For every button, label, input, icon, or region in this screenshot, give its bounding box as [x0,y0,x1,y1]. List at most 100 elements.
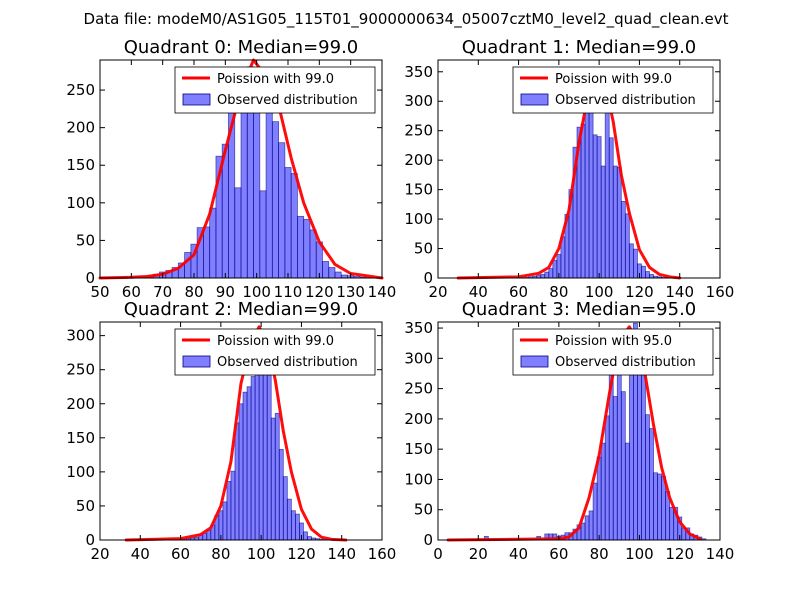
histogram-bar [580,522,586,541]
x-tick-label: 140 [706,545,735,563]
histogram-bar [303,531,308,541]
legend-label-curve: Poission with 99.0 [555,72,672,87]
histogram-bar [628,243,634,279]
x-tick-label: 60 [509,283,528,301]
histogram-bar [246,386,252,541]
x-tick-label: 60 [122,283,141,301]
y-tick-label: 150 [66,429,95,447]
histogram-bar [334,271,342,279]
histogram-bar [206,530,212,541]
histogram-bar [641,265,646,279]
y-tick-label: 200 [404,151,433,169]
histogram-bar [250,376,256,541]
histogram-bar [612,165,618,279]
histogram-bar [596,456,602,541]
histogram-bar [290,173,298,279]
y-tick-label: 100 [404,470,433,488]
histogram-bar [222,501,228,541]
axes-frame [99,59,383,279]
x-tick-label: 100 [247,545,276,563]
y-tick-label: 50 [414,240,433,258]
y-tick-label: 350 [404,319,433,337]
histogram-bar [548,268,554,279]
histogram-bar [645,271,650,279]
x-tick-label: 130 [336,283,365,301]
legend: Poission with 95.0 Observed distribution [512,328,714,376]
histogram-bar [584,515,590,541]
legend-swatch-bar [520,355,549,368]
histogram-bar [209,207,217,279]
histogram-bar [624,213,630,279]
y-tick-label: 150 [66,156,95,174]
x-tick-label: 80 [549,283,568,301]
histogram-bar [234,422,240,541]
histogram-bar [637,359,642,541]
histogram-bar [580,123,586,279]
y-tick-label: 50 [76,497,95,515]
histogram-bar [254,364,260,541]
poisson-curve [446,325,702,542]
y-tick-label: 250 [66,81,95,99]
subplot-title: Quadrant 0: Median=99.0 [124,37,359,58]
histogram-bar [540,274,546,279]
x-tick-label: 70 [153,283,172,301]
x-tick-label: 140 [368,283,397,301]
histogram-bar [596,136,602,279]
histogram-bar [600,165,606,279]
y-tick-label: 250 [404,122,433,140]
legend: Poission with 99.0 Observed distribution [174,66,376,114]
y-tick-label: 200 [66,395,95,413]
x-tick-label: 20 [469,545,488,563]
histogram-bar [612,396,618,541]
histogram-bar [202,226,211,279]
x-tick-label: 100 [625,545,654,563]
x-tick-label: 160 [706,283,735,301]
x-tick-label: 120 [625,283,654,301]
x-tick-label: 60 [171,545,190,563]
histogram-bar [592,134,598,279]
legend-label-curve: Poission with 99.0 [217,334,334,349]
x-tick-label: 160 [368,545,397,563]
subplot-quadrant-1: 20 40 60 80 100 120 140 160 0 50 100 150 200 250 300 35… [404,37,734,301]
histogram-bar [592,482,598,541]
subplot-quadrant-3: 0 20 40 60 80 100 120 140 0 50 100 150 200 250 300 350 Q… [404,299,734,563]
x-tick-label: 100 [242,283,271,301]
x-tick-label: 120 [305,283,334,301]
x-tick-label: 0 [433,545,443,563]
histogram-bar [552,259,558,279]
x-tick-label: 20 [90,545,109,563]
histogram-bar [620,391,626,541]
histogram-bar [645,414,650,541]
histogram-bar [624,442,630,541]
x-tick-label: 80 [184,283,203,301]
histogram-bar [234,187,242,279]
histogram-bar [307,536,312,541]
histogram-bar [328,267,336,279]
histogram-bar [242,391,248,541]
histogram-bar [270,417,276,541]
histogram-bar [265,92,273,279]
histogram-bar [282,476,288,541]
histogram-bar [238,403,244,541]
x-tick-label: 90 [216,283,235,301]
y-tick-label: 350 [404,63,433,81]
histogram-bar [653,472,658,541]
histogram-bar [278,448,284,541]
axes-frame [437,59,721,279]
y-tick-label: 0 [85,269,95,287]
histogram-bar [620,201,626,279]
histogram-bar [230,470,236,541]
legend-label-histogram: Observed distribution [217,93,358,108]
axes-frame [437,321,721,541]
histogram-bar [253,93,261,279]
histogram-bar [584,89,590,279]
histogram-bar [322,261,330,279]
legend-label-histogram: Observed distribution [555,355,696,370]
legend-swatch-bar [520,93,549,106]
histogram-bar [649,428,654,541]
subplot-quadrant-0: 50 60 70 80 90 100 110 120 130 140050100150200250… [66,37,396,301]
x-tick-label: 140 [665,283,694,301]
legend-swatch-bar [182,355,211,368]
legend-label-curve: Poission with 99.0 [217,72,334,87]
